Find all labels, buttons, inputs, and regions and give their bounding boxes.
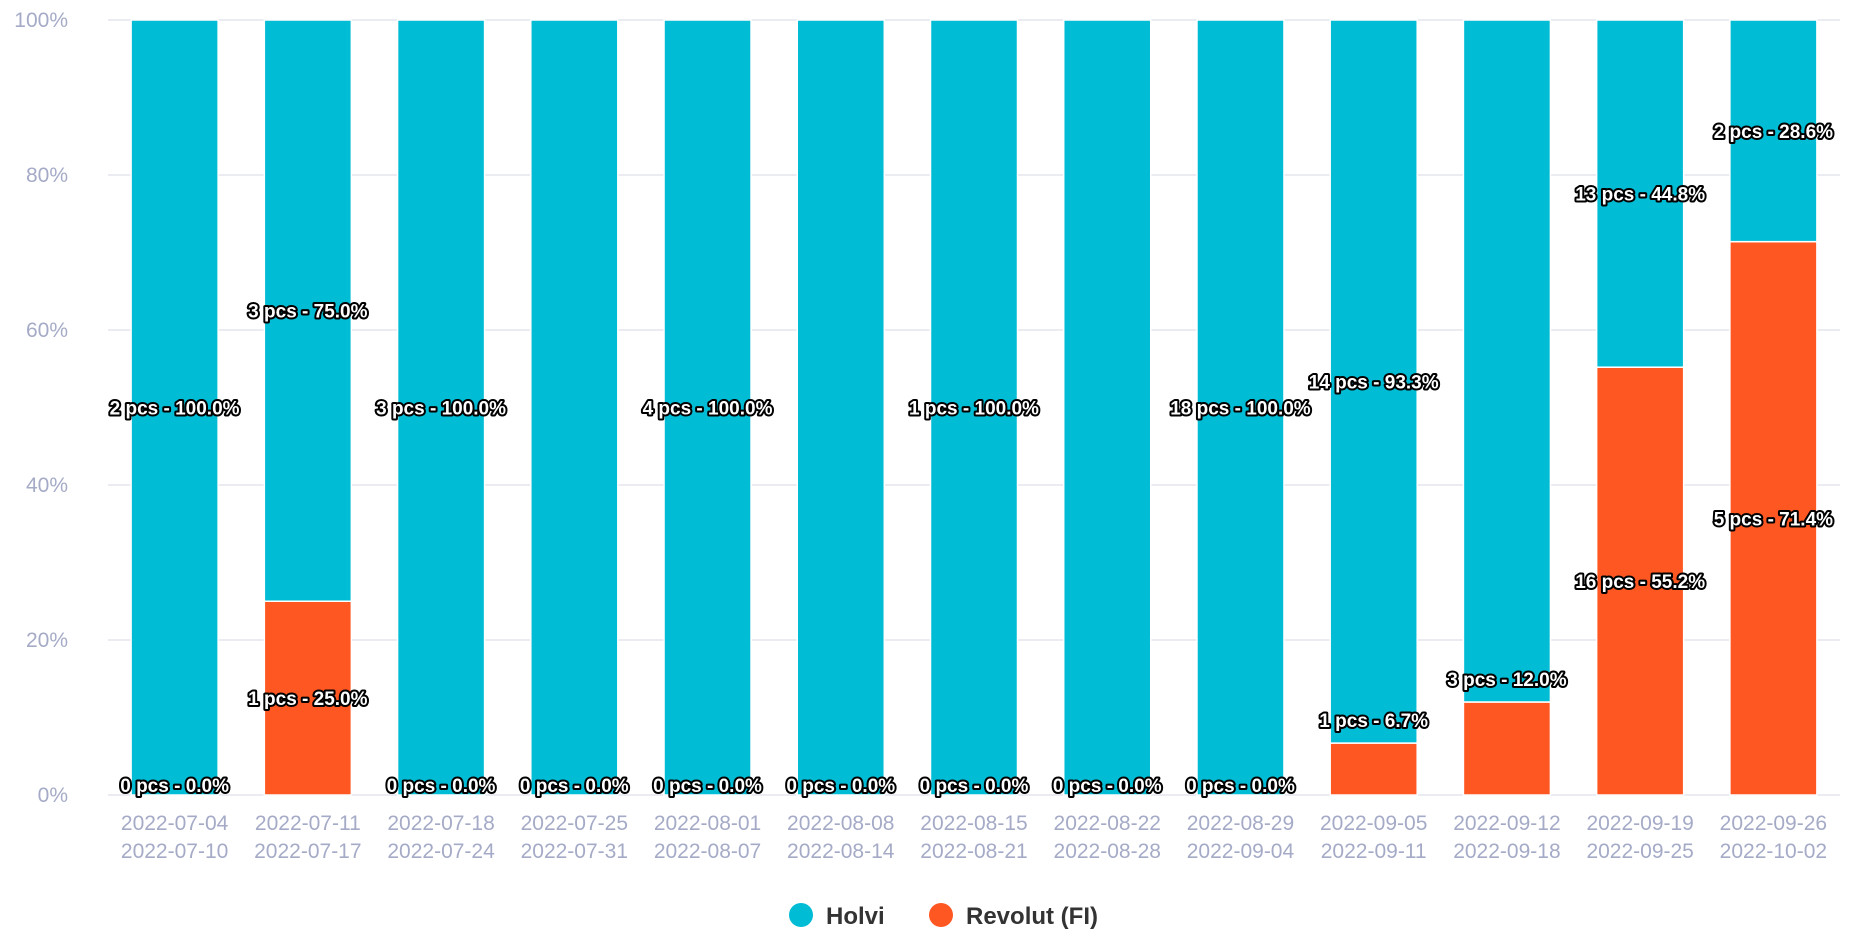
legend-marker-holvi[interactable] <box>789 903 813 927</box>
bar-segment-revolut[interactable] <box>1462 701 1552 796</box>
x-tick-label-end: 2022-09-04 <box>1187 840 1295 863</box>
x-tick-label-start: 2022-09-05 <box>1320 812 1427 835</box>
y-axis: 0% 20% 40% 60% 80% 100% <box>14 9 68 807</box>
x-tick-label-start: 2022-08-15 <box>920 812 1027 835</box>
x-tick-label-start: 2022-08-08 <box>787 812 894 835</box>
legend-label-holvi[interactable]: Holvi <box>826 903 885 930</box>
x-tick-label-end: 2022-07-31 <box>521 840 628 863</box>
data-label-revolut: 0 pcs - 0.0% <box>520 776 629 797</box>
bar-segment-revolut[interactable] <box>1595 366 1685 796</box>
legend-marker-revolut[interactable] <box>929 903 953 927</box>
data-label-revolut: 1 pcs - 25.0% <box>248 689 367 710</box>
data-label-holvi: 1 pcs - 100.0% <box>909 399 1039 420</box>
data-label-holvi: 3 pcs - 100.0% <box>376 399 506 420</box>
x-tick-label-end: 2022-07-24 <box>387 840 495 863</box>
bar-segment-revolut[interactable] <box>1729 240 1818 796</box>
y-tick-label: 60% <box>26 319 68 342</box>
bar-segment-holvi[interactable] <box>130 19 219 796</box>
x-tick-label-end: 2022-08-14 <box>787 840 895 863</box>
data-label-revolut: 0 pcs - 0.0% <box>387 776 496 797</box>
data-label-revolut: 0 pcs - 0.0% <box>653 776 762 797</box>
y-tick-label: 20% <box>26 629 68 652</box>
data-label-revolut: 5 pcs - 71.4% <box>1714 509 1833 530</box>
x-tick-label-start: 2022-07-18 <box>387 812 494 835</box>
bar-segment-holvi[interactable] <box>1729 19 1818 243</box>
bar-segment-holvi[interactable] <box>1595 19 1685 368</box>
data-label-holvi: 4 pcs - 100.0% <box>643 399 773 420</box>
data-label-revolut: 0 pcs - 0.0% <box>920 776 1029 797</box>
data-label-revolut: 3 pcs - 12.0% <box>1447 670 1566 691</box>
x-tick-label-start: 2022-07-11 <box>255 812 361 835</box>
data-label-revolut: 16 pcs - 55.2% <box>1575 572 1705 593</box>
data-labels: 0 pcs - 0.0% 2 pcs - 100.0% 1 pcs - 25.0% 3… <box>108 120 1836 799</box>
x-tick-label-start: 2022-07-04 <box>121 812 229 835</box>
x-tick-label-start: 2022-09-19 <box>1586 812 1693 835</box>
x-tick-label-start: 2022-08-29 <box>1187 812 1294 835</box>
data-label-holvi: 18 pcs - 100.0% <box>1170 399 1311 420</box>
bar-segment-holvi[interactable] <box>1329 19 1418 744</box>
x-tick-label-end: 2022-09-25 <box>1586 840 1693 863</box>
x-tick-label-end: 2022-09-18 <box>1453 840 1560 863</box>
legend-label-revolut[interactable]: Revolut (FI) <box>966 903 1098 930</box>
bar-segment-holvi[interactable] <box>1462 19 1552 703</box>
bar-segment-holvi[interactable] <box>396 19 486 796</box>
data-label-revolut: 0 pcs - 0.0% <box>1053 776 1162 797</box>
y-tick-label: 0% <box>38 784 68 807</box>
data-label-holvi: 2 pcs - 100.0% <box>110 399 240 420</box>
x-tick-label-start: 2022-09-12 <box>1453 812 1560 835</box>
data-label-holvi: 2 pcs - 28.6% <box>1714 122 1833 143</box>
x-tick-label-end: 2022-08-07 <box>654 840 761 863</box>
bar-segment-revolut[interactable] <box>263 600 353 796</box>
bar-segment-holvi[interactable] <box>530 19 619 796</box>
x-tick-label-end: 2022-07-10 <box>121 840 228 863</box>
bar-segment-revolut[interactable] <box>1329 742 1418 796</box>
x-tick-label-start: 2022-08-01 <box>654 812 761 835</box>
x-axis: 2022-07-04 2022-07-10 2022-07-11 2022-07-17… <box>121 812 1827 863</box>
bars <box>130 19 1818 796</box>
data-label-holvi: 14 pcs - 93.3% <box>1309 373 1439 394</box>
bar-segment-holvi[interactable] <box>1062 19 1152 796</box>
y-tick-label: 40% <box>26 474 68 497</box>
legend: Holvi Revolut (FI) <box>789 903 1098 930</box>
bar-segment-holvi[interactable] <box>1196 19 1285 796</box>
x-tick-label-end: 2022-07-17 <box>254 840 361 863</box>
x-tick-label-end: 2022-09-11 <box>1321 840 1427 863</box>
x-tick-label-start: 2022-09-26 <box>1720 812 1827 835</box>
x-tick-label-end: 2022-10-02 <box>1720 840 1827 863</box>
data-label-holvi: 13 pcs - 44.8% <box>1575 185 1705 206</box>
y-tick-label: 80% <box>26 164 68 187</box>
x-tick-label-end: 2022-08-21 <box>920 840 1027 863</box>
data-label-revolut: 0 pcs - 0.0% <box>120 776 229 797</box>
bar-segment-holvi[interactable] <box>929 19 1019 796</box>
y-tick-label: 100% <box>14 9 68 32</box>
data-label-revolut: 0 pcs - 0.0% <box>1186 776 1295 797</box>
x-tick-label-start: 2022-07-25 <box>521 812 628 835</box>
data-label-revolut: 1 pcs - 6.7% <box>1319 711 1428 732</box>
bar-segment-holvi[interactable] <box>263 19 353 602</box>
x-tick-label-start: 2022-08-22 <box>1054 812 1161 835</box>
x-tick-label-end: 2022-08-28 <box>1054 840 1161 863</box>
data-label-revolut: 0 pcs - 0.0% <box>786 776 895 797</box>
data-label-holvi: 3 pcs - 75.0% <box>248 302 367 323</box>
bar-segment-holvi[interactable] <box>796 19 886 796</box>
bar-segment-holvi[interactable] <box>663 19 752 796</box>
